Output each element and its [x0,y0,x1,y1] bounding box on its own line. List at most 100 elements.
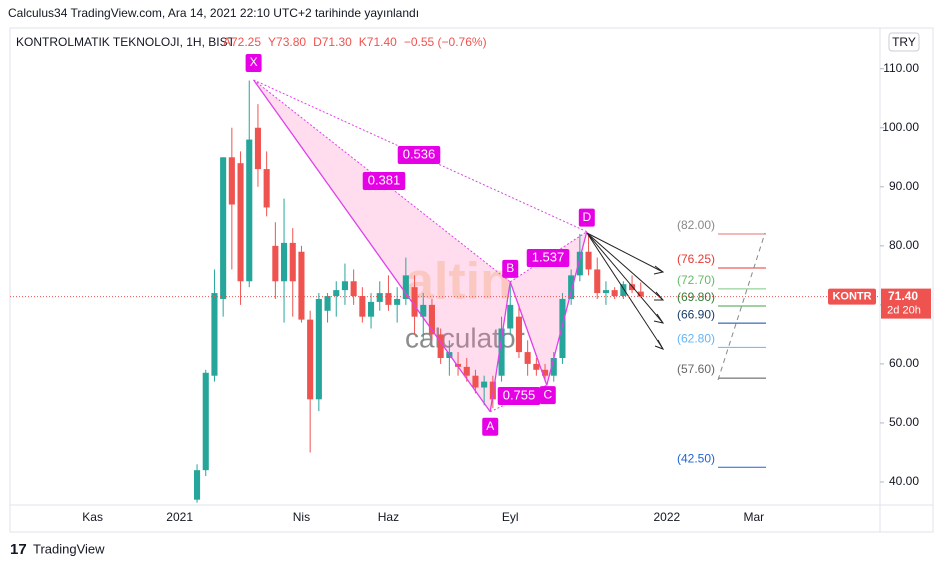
ratio-text: 0.755 [503,387,536,402]
candle-body [307,319,314,400]
y-tick-label: 110.00 [883,61,919,75]
candle-body [550,358,557,376]
x-tick-label: Haz [378,510,399,524]
y-tick-label: 40.00 [889,474,919,488]
chart-frame [9,27,934,533]
candle-body [237,163,244,282]
point-box [502,259,519,278]
candle-body [629,284,636,291]
x-tick-label: 2022 [653,510,680,524]
pattern-leg [509,281,548,386]
candle-body [202,372,209,471]
point-label: X [245,53,262,72]
candle-body [515,316,522,353]
ratio-box [362,172,406,190]
y-tick-label: 50.00 [889,415,919,429]
candle-body [594,269,601,294]
y-tick-label: 60.00 [889,356,919,370]
countdown-label: 2d 20h [887,305,921,317]
candle-body [246,139,253,282]
point-label: B [502,259,519,278]
candle-body [411,287,418,317]
symbol-box [828,288,876,305]
candle-body [385,293,392,305]
arrow-head [653,313,665,324]
ratio-label: 0.381 [362,172,406,190]
ratio-text: 1.537 [532,249,565,264]
point-label: A [482,417,499,436]
point-box [539,386,556,405]
target-label: (72.70) [677,273,715,287]
point-label: C [539,386,556,405]
candle-body [602,290,609,294]
arrow [586,232,664,350]
candle-body [194,470,201,500]
arrow [586,232,664,301]
point-text: A [486,419,494,433]
y-tick-label: 100.00 [882,120,919,134]
candle-body [289,242,296,282]
ratio-box [497,387,541,405]
logo: 17 [10,541,27,558]
ohlc-value: Y73.80 [268,35,306,49]
candle-body [211,293,218,376]
candle-body [394,298,401,305]
candle-body [428,304,435,335]
candle-body [220,157,227,299]
target-label: (62.80) [677,332,715,346]
point-text: C [543,387,552,401]
candle-body [315,298,322,400]
target-label: (82.00) [677,218,715,232]
candle-body [455,363,462,367]
point-box [482,417,499,436]
y-tick-label: 80.00 [889,238,919,252]
point-text: X [250,55,258,69]
symbol-label: KONTR [832,291,871,303]
logo-mark: 17 [10,541,27,558]
footer-brand: TradingView [33,541,105,556]
candle-body [254,127,261,170]
candle-body [542,369,549,376]
chart-title: KONTROLMATIK TEKNOLOJI, 1H, BIST [16,35,236,49]
watermark-text: calculator [405,322,525,353]
candle-body [524,352,531,364]
ohlc-value: K71.40 [359,35,397,49]
projection-arrows [586,232,665,350]
ratio-box [526,249,570,267]
candle-body [472,375,479,388]
ratio-text: 0.381 [368,172,401,187]
candle-body [585,251,592,270]
arrow-head [654,339,665,350]
pattern-fill [253,79,511,412]
candle-body [620,284,627,297]
candle-body [368,301,375,317]
candle-body [481,381,488,388]
ohlc-value: A72.25 [223,35,261,49]
ohlc-legend: A72.25 Y73.80 D71.30 K71.40 −0.55 (−0.76%) [223,35,487,49]
arrow-head [654,291,665,301]
point-box [578,208,595,227]
ratio-label: 0.536 [397,146,441,164]
candle-body [341,281,348,291]
candle-body [437,334,444,359]
x-tick-label: Kas [82,510,103,524]
candle-body [611,290,618,297]
ratio-line [253,79,511,283]
candle-body [498,328,505,376]
y-tick-label: 90.00 [889,179,919,193]
candle-body [420,304,427,317]
pattern-leg [546,231,588,386]
pattern-leg [253,79,491,413]
pattern-leg [489,281,511,412]
arrow [586,232,664,273]
ohlc-value: −0.55 (−0.76%) [404,35,487,49]
projection-line [717,232,766,381]
x-tick-label: Mar [744,510,765,524]
candle-body [298,251,305,320]
candle-body [376,293,383,302]
currency[interactable]: TRY [892,35,916,49]
ratio-label: 0.755 [497,387,541,405]
currency-button[interactable] [888,32,920,52]
